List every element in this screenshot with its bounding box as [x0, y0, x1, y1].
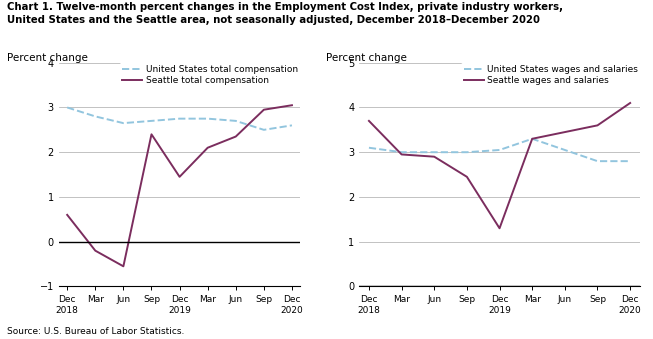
United States total compensation [119, 121, 127, 125]
Seattle total compensation [91, 248, 99, 253]
United States total compensation [260, 128, 268, 132]
United States wages and salaries [496, 148, 503, 152]
Seattle wages and salaries [430, 155, 438, 159]
Line: United States wages and salaries: United States wages and salaries [369, 139, 630, 161]
United States wages and salaries [430, 150, 438, 154]
Seattle total compensation [232, 135, 240, 139]
Text: Source: U.S. Bureau of Labor Statistics.: Source: U.S. Bureau of Labor Statistics. [7, 326, 184, 336]
United States total compensation [288, 123, 296, 127]
United States total compensation [148, 119, 155, 123]
Text: Percent change: Percent change [326, 53, 407, 62]
Seattle wages and salaries [561, 130, 569, 134]
Legend: United States total compensation, Seattle total compensation: United States total compensation, Seattl… [119, 63, 300, 88]
United States wages and salaries [561, 148, 569, 152]
Seattle total compensation [148, 132, 155, 136]
Seattle wages and salaries [626, 101, 634, 105]
Seattle total compensation [288, 103, 296, 107]
United States total compensation [204, 117, 212, 121]
United States total compensation [63, 105, 71, 109]
United States total compensation [232, 119, 240, 123]
Seattle total compensation [260, 108, 268, 112]
United States total compensation [176, 117, 183, 121]
United States wages and salaries [528, 137, 536, 141]
Seattle wages and salaries [594, 123, 601, 127]
Line: United States total compensation: United States total compensation [67, 107, 292, 130]
Text: United States and the Seattle area, not seasonally adjusted, December 2018–Decem: United States and the Seattle area, not … [7, 15, 539, 25]
United States wages and salaries [365, 146, 373, 150]
Seattle total compensation [176, 175, 183, 179]
United States wages and salaries [463, 150, 471, 154]
Legend: United States wages and salaries, Seattle wages and salaries: United States wages and salaries, Seattl… [461, 63, 641, 88]
Seattle total compensation [119, 264, 127, 268]
Seattle total compensation [63, 213, 71, 217]
United States wages and salaries [594, 159, 601, 163]
Seattle total compensation [204, 146, 212, 150]
Line: Seattle total compensation: Seattle total compensation [67, 105, 292, 266]
Text: Chart 1. Twelve-month percent changes in the Employment Cost Index, private indu: Chart 1. Twelve-month percent changes in… [7, 2, 562, 12]
Text: Percent change: Percent change [7, 53, 88, 62]
United States wages and salaries [626, 159, 634, 163]
Seattle wages and salaries [496, 226, 503, 230]
Seattle wages and salaries [528, 137, 536, 141]
Seattle wages and salaries [463, 175, 471, 179]
Seattle wages and salaries [398, 153, 406, 157]
United States wages and salaries [398, 150, 406, 154]
Seattle wages and salaries [365, 119, 373, 123]
United States total compensation [91, 114, 99, 118]
Line: Seattle wages and salaries: Seattle wages and salaries [369, 103, 630, 228]
